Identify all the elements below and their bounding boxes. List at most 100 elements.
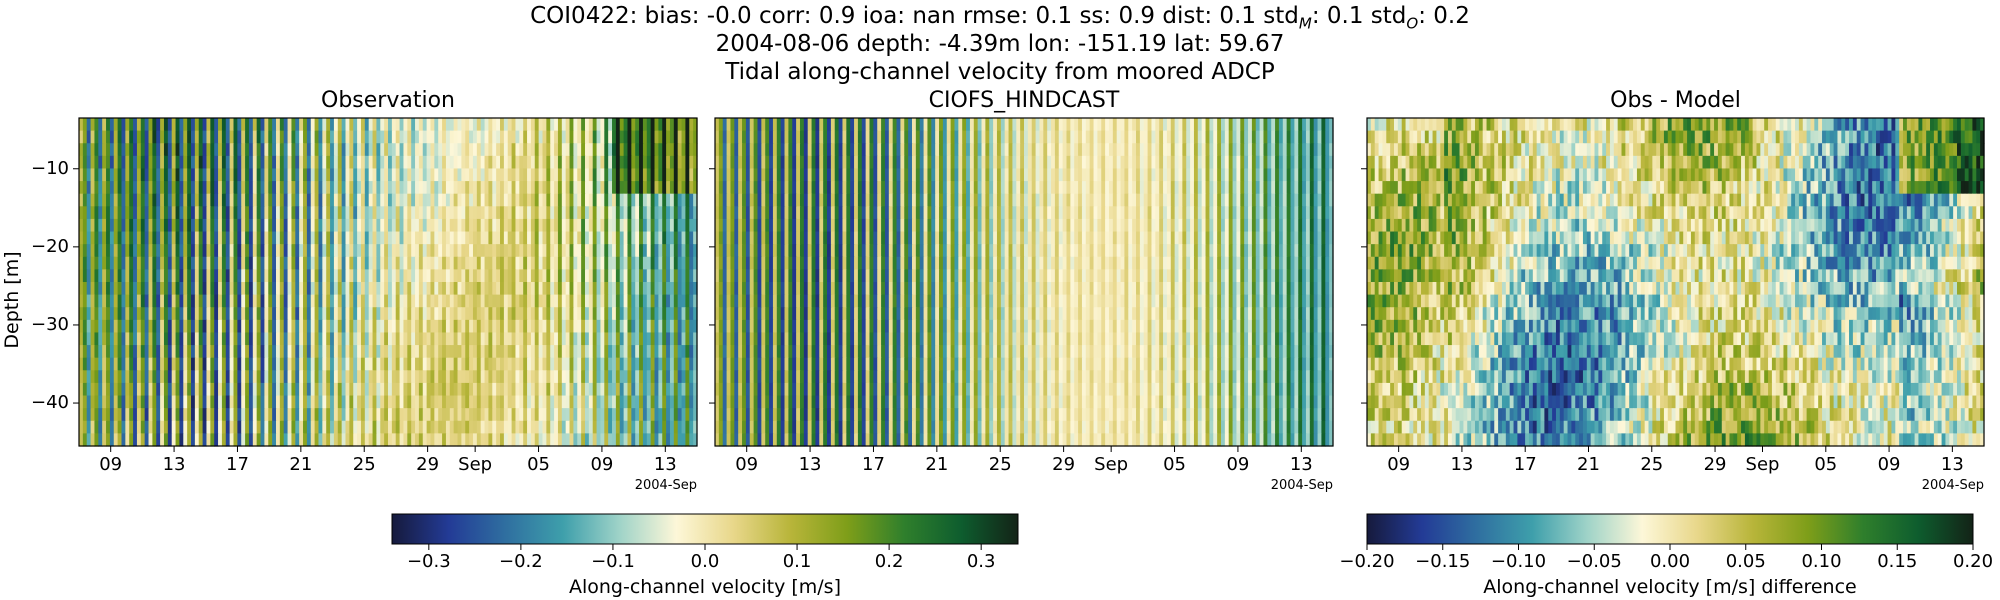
heatmap-cell (465, 307, 470, 321)
heatmap-cell (322, 408, 327, 422)
heatmap-cell (1128, 130, 1133, 144)
heatmap-cell (1112, 130, 1118, 144)
heatmap-cell (434, 307, 439, 321)
heatmap-cell (160, 181, 165, 195)
heatmap-cell (681, 206, 687, 220)
heatmap-cell (484, 231, 490, 245)
heatmap-cell (942, 168, 948, 182)
heatmap-cell (326, 395, 331, 409)
heatmap-cell (908, 130, 913, 144)
heatmap-cell (206, 269, 211, 283)
heatmap-cell (314, 319, 320, 334)
heatmap-cell (627, 433, 632, 447)
heatmap-cell (310, 395, 316, 409)
heatmap-cell (407, 408, 412, 422)
heatmap-cell (619, 269, 625, 283)
heatmap-cell (550, 433, 555, 447)
heatmap-cell (160, 193, 165, 207)
heatmap-cell (581, 345, 586, 359)
heatmap-cell (577, 218, 582, 233)
heatmap-cell (596, 420, 602, 434)
heatmap-cell (666, 231, 671, 245)
heatmap-cell (584, 118, 590, 132)
heatmap-cell (666, 319, 671, 334)
heatmap-cell (86, 206, 92, 220)
heatmap-cell (326, 282, 331, 296)
heatmap-cell (776, 168, 782, 182)
heatmap-cell (102, 181, 107, 195)
heatmap-cell (233, 294, 238, 308)
heatmap-cell (654, 143, 659, 157)
heatmap-cell (384, 319, 389, 334)
heatmap-cell (546, 269, 551, 283)
heatmap-cell (337, 130, 343, 144)
heatmap-cell (689, 143, 694, 157)
heatmap-cell (519, 218, 524, 233)
heatmap-cell (82, 143, 88, 157)
heatmap-cell (160, 307, 165, 321)
heatmap-cell (461, 118, 466, 132)
heatmap-cell (299, 231, 304, 245)
heatmap-cell (650, 294, 656, 308)
heatmap-cell (399, 206, 405, 220)
heatmap-cell (511, 395, 517, 409)
heatmap-cell (515, 181, 520, 195)
heatmap-cell (592, 206, 598, 220)
heatmap-cell (472, 118, 478, 132)
heatmap-cell (1201, 118, 1207, 132)
heatmap-cell (245, 282, 250, 296)
heatmap-cell (815, 130, 820, 144)
heatmap-cell (627, 244, 632, 258)
heatmap-cell (646, 181, 652, 195)
heatmap-cell (673, 319, 679, 334)
heatmap-cell (106, 319, 111, 334)
heatmap-cell (430, 332, 435, 346)
heatmap-cell (256, 332, 262, 346)
heatmap-cell (272, 168, 277, 182)
heatmap-cell (646, 294, 652, 308)
heatmap-cell (102, 155, 107, 170)
heatmap-cell (160, 269, 165, 283)
heatmap-cell (314, 395, 320, 409)
heatmap-cell (391, 370, 397, 384)
heatmap-cell (681, 408, 687, 422)
heatmap-cell (129, 193, 134, 207)
heatmap-cell (82, 282, 88, 296)
heatmap-cell (1035, 155, 1041, 170)
heatmap-cell (823, 155, 828, 170)
heatmap-cell (819, 143, 824, 157)
heatmap-cell (573, 118, 578, 132)
heatmap-cell (484, 433, 490, 447)
heatmap-cell (561, 206, 567, 220)
heatmap-cell (476, 218, 482, 233)
heatmap-cell (511, 168, 517, 182)
heatmap-cell (515, 433, 520, 447)
heatmap-cell (904, 155, 909, 170)
heatmap-cell (811, 130, 817, 144)
heatmap-cell (279, 143, 285, 157)
heatmap-cell (121, 269, 126, 283)
heatmap-cell (1136, 168, 1141, 182)
heatmap-cell (438, 307, 443, 321)
heatmap-cell (666, 168, 671, 182)
heatmap-cell (973, 168, 979, 182)
heatmap-cell (666, 382, 671, 397)
heatmap-cell (148, 395, 153, 409)
heatmap-cell (225, 420, 231, 434)
heatmap-cell (685, 218, 690, 233)
heatmap-cell (268, 319, 273, 334)
heatmap-cell (461, 420, 466, 434)
heatmap-cell (206, 130, 211, 144)
heatmap-cell (1000, 168, 1006, 182)
heatmap-cell (600, 345, 605, 359)
heatmap-cell (113, 345, 119, 359)
heatmap-cell (140, 155, 146, 170)
heatmap-cell (1124, 143, 1129, 157)
heatmap-cell (842, 143, 847, 157)
heatmap-cell (179, 282, 184, 296)
heatmap-cell (815, 168, 820, 182)
heatmap-cell (241, 282, 246, 296)
heatmap-cell (194, 357, 200, 371)
heatmap-cell (484, 332, 490, 346)
heatmap-cell (391, 143, 397, 157)
